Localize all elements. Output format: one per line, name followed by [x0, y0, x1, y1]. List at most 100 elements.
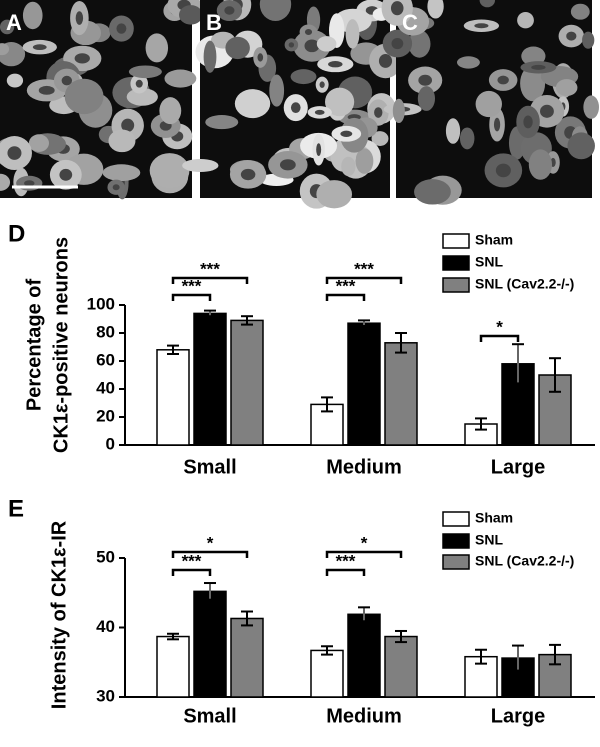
cell — [316, 180, 353, 209]
y-tick-label: 50 — [96, 547, 115, 566]
nucleus — [304, 29, 313, 35]
significance-label: *** — [336, 551, 356, 570]
significance-bracket — [171, 293, 212, 301]
significance-bracket — [479, 334, 520, 342]
cell — [345, 19, 360, 49]
nucleus — [391, 37, 404, 50]
cell — [179, 5, 203, 25]
cell — [521, 46, 546, 66]
x-tick-label: Small — [183, 705, 236, 727]
legend-label: Sham — [475, 232, 513, 248]
nucleus — [340, 130, 353, 137]
nucleus — [61, 75, 73, 86]
y-axis-label: Intensity of CK1ε-IR — [48, 520, 70, 709]
cell — [445, 118, 461, 144]
nucleus — [540, 104, 554, 118]
legend-label: SNL (Cav2.2-/-) — [475, 276, 574, 292]
nucleus — [316, 143, 322, 156]
nucleus — [374, 107, 383, 118]
cell — [475, 90, 502, 118]
nucleus — [523, 115, 533, 129]
y-axis-label: Percentage of — [23, 279, 45, 412]
nucleus — [7, 146, 22, 160]
significance-label: *** — [182, 551, 202, 570]
cell — [164, 69, 197, 88]
y-tick-label: 0 — [106, 434, 115, 453]
cell — [408, 30, 431, 58]
significance-label: *** — [200, 259, 220, 278]
x-tick-label: Medium — [326, 705, 402, 727]
significance-bracket — [171, 550, 249, 558]
cell — [149, 153, 190, 189]
cell — [126, 88, 158, 106]
nucleus — [135, 79, 143, 88]
nucleus — [240, 168, 256, 181]
significance-bracket — [325, 293, 366, 301]
significance-bracket — [171, 568, 212, 576]
nucleus — [497, 75, 509, 85]
cell — [159, 97, 182, 125]
cell — [259, 0, 292, 22]
nucleus — [495, 163, 511, 178]
legend-label: SNL — [475, 254, 503, 270]
bar — [193, 590, 227, 698]
bar — [193, 312, 227, 446]
y-tick-label: 40 — [96, 378, 115, 397]
significance-label: *** — [182, 276, 202, 295]
cell — [182, 158, 219, 173]
nucleus — [378, 54, 393, 68]
y-tick-label: 60 — [96, 350, 115, 369]
panel-label: D — [8, 220, 25, 247]
cell — [555, 79, 578, 97]
legend-swatch — [442, 554, 470, 570]
cell — [355, 148, 374, 174]
cell — [392, 98, 405, 124]
y-tick-label: 30 — [96, 686, 115, 705]
legend-swatch — [442, 233, 470, 249]
nucleus — [121, 118, 135, 132]
nucleus — [74, 53, 90, 64]
bar — [230, 617, 264, 698]
significance-label: * — [496, 317, 503, 336]
legend-label: SNL — [475, 532, 503, 548]
bar — [384, 342, 418, 446]
cell — [583, 95, 599, 119]
legend-swatch — [442, 277, 470, 293]
nucleus — [257, 53, 264, 62]
nucleus — [38, 85, 55, 95]
cell — [269, 74, 285, 107]
panel-label: A — [6, 10, 22, 35]
significance-label: *** — [336, 276, 356, 295]
cell — [205, 115, 239, 130]
nucleus — [288, 42, 295, 48]
cell — [567, 132, 595, 160]
bar — [384, 635, 418, 698]
nucleus — [314, 109, 325, 115]
cell — [108, 129, 136, 153]
cell — [427, 0, 444, 19]
legend-label: Sham — [475, 510, 513, 526]
cell — [570, 3, 590, 20]
nucleus — [24, 180, 35, 187]
x-tick-label: Medium — [326, 456, 402, 478]
significance-bracket — [325, 568, 366, 576]
nucleus — [493, 117, 501, 132]
nucleus — [319, 81, 325, 88]
nucleus — [531, 64, 546, 70]
legend-swatch — [442, 255, 470, 271]
cell — [414, 179, 451, 205]
cell — [225, 36, 250, 60]
cell — [234, 89, 271, 119]
cell — [417, 86, 436, 111]
significance-bracket — [325, 276, 403, 284]
nucleus — [32, 44, 47, 51]
cell — [528, 149, 553, 180]
nucleus — [112, 184, 120, 191]
cell — [0, 43, 10, 56]
cell — [341, 156, 356, 177]
cell — [0, 173, 11, 191]
micrograph-a — [0, 0, 203, 200]
significance-label: * — [361, 533, 368, 552]
cell — [0, 19, 15, 35]
cell — [102, 164, 141, 182]
